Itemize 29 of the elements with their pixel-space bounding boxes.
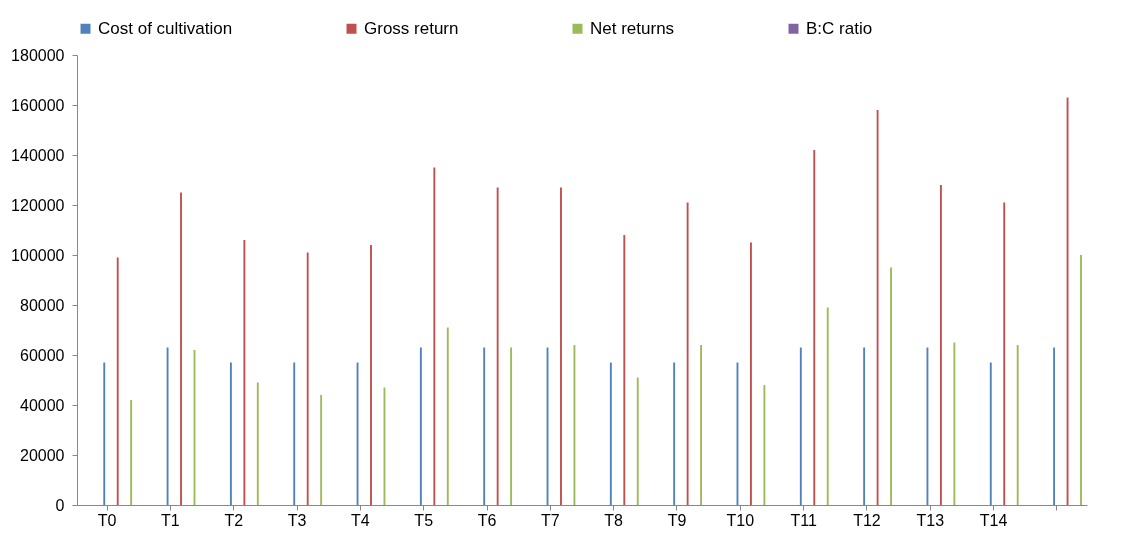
y-tick-label: 120000 [11,196,65,214]
x-tick-label: T4 [351,511,370,529]
y-tick-label: 20000 [20,446,65,464]
x-tick-label: T0 [97,511,117,529]
x-tick-label: T10 [726,511,755,529]
x-tick-label: T13 [916,511,945,529]
x-tick-label: T14 [979,511,1008,529]
y-tick-label: 0 [55,496,65,514]
x-tick-label: T6 [477,511,497,529]
y-tick-label: 100000 [11,246,65,264]
y-tick-label: 60000 [20,346,65,364]
x-tick-label: T2 [224,511,244,529]
y-tick-label: 80000 [20,296,65,314]
y-tick-label: 160000 [11,96,65,114]
x-tick-label: T3 [287,511,307,529]
x-tick-label: T7 [541,511,560,529]
y-tick-label: 180000 [11,46,65,64]
x-tick-label: T1 [161,511,180,529]
legend-label: B:C ratio [806,18,873,38]
legend-label: Cost of cultivation [98,18,233,38]
legend-label: Net returns [590,18,675,38]
x-tick-label: T9 [667,511,687,529]
x-tick-label: T5 [414,511,434,529]
y-tick-label: 140000 [11,146,65,164]
x-tick-label: T11 [790,511,817,529]
x-tick-label: T8 [604,511,624,529]
x-tick-label: T12 [853,511,881,529]
y-tick-label: 40000 [20,396,65,414]
legend-label: Gross return [364,18,459,38]
